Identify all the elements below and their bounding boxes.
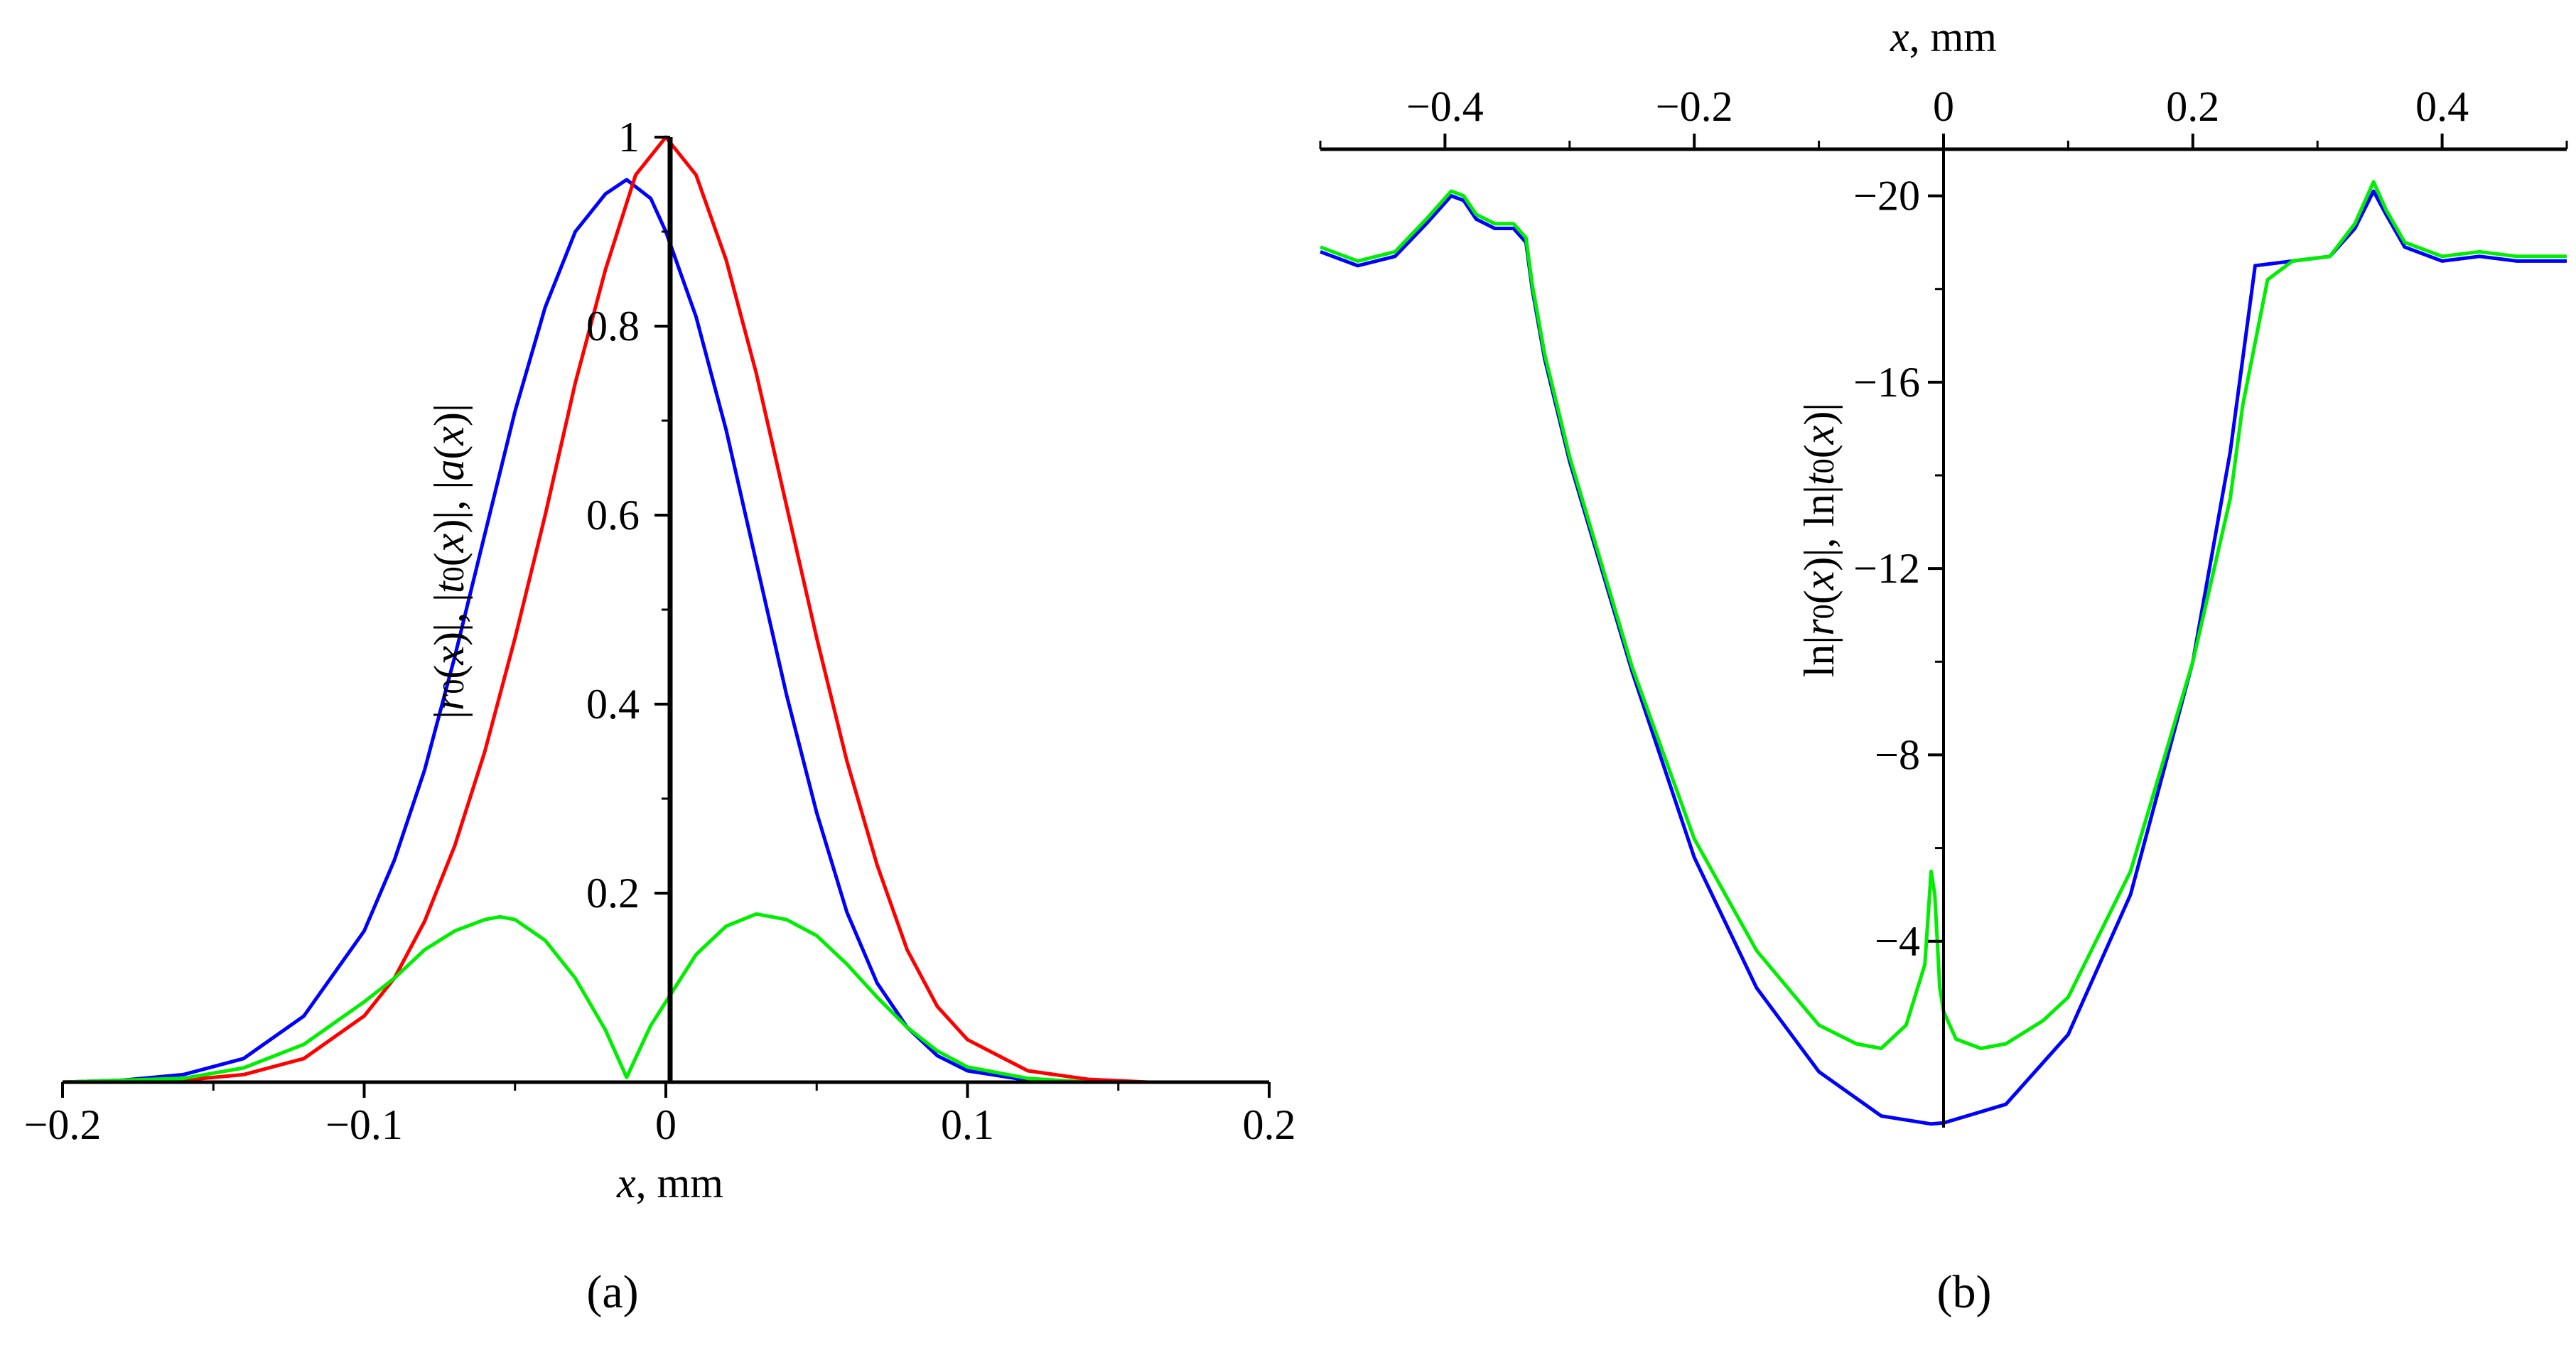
x-tick-label-b: 0 (1933, 83, 1954, 130)
x-tick-label-b: 0.4 (2415, 83, 2469, 130)
y-title-b-part: 0 (1808, 458, 1841, 473)
x-tick-label-a: 0 (655, 1101, 677, 1148)
x-tick-label-b: 0.2 (2166, 83, 2219, 130)
y-title-a-part: 0 (438, 566, 470, 581)
y-axis-title-b: ln|r0(x)|, ln|t0(x)| (1796, 403, 1843, 678)
y-tick-label-b: −16 (1853, 359, 1920, 406)
y-title-b-part: ( (1796, 444, 1843, 458)
y-title-a-part: r (426, 693, 473, 711)
chart-panel-b: −0.4 −0.2 0 0.2 0.4 −4−8−12−16−20 x, mm ln|r… (1319, 14, 2568, 1318)
x-tick-label-a: −0.2 (24, 1101, 102, 1148)
y-title-a-part: ( (426, 665, 473, 679)
y-title-b-part: r (1796, 619, 1843, 636)
y-tick-label-b: −4 (1875, 918, 1920, 965)
y-title-b-part: t (1796, 473, 1843, 485)
y-title-a-part: ( (426, 446, 473, 460)
y-title-a-part: )| (426, 404, 473, 426)
y-tick-label-a: 0.4 (586, 681, 640, 728)
y-tick-label-a: 0.6 (586, 492, 640, 539)
chart-panel-a: −0.2 −0.1 0 0.1 0.2 0.20.40.60.81 x, mm |r0(… (24, 114, 1296, 1318)
y-title-b-part: x (1796, 571, 1843, 590)
x-tick-label-a: 0.2 (1243, 1101, 1296, 1148)
y-title-b-part: ( (1796, 590, 1843, 604)
y-title-a-part: 0 (438, 679, 470, 694)
series-line-b-0 (1320, 189, 2567, 1126)
x-ticks-a: −0.2 −0.1 0 0.1 0.2 (24, 1082, 1296, 1148)
series-line-a-2 (62, 912, 1269, 1084)
x-tick-label-a: 0.1 (941, 1101, 994, 1148)
y-axis-title-a: |r0(x)|, |t0(x)|, |a(x)| (426, 404, 473, 719)
y-tick-label-a: 1 (618, 114, 640, 161)
x-axis-unit-a: , mm (636, 1160, 723, 1206)
y-ticks-b: −4 −8 −12 −16 −20 (1853, 173, 1944, 965)
panel-label-b-text: (b) (1937, 1266, 1992, 1318)
y-title-a-part: )|, | (426, 481, 473, 534)
y-tick-label-b: −20 (1853, 173, 1920, 220)
x-axis-title-b: x, mm (1890, 14, 1997, 60)
panel-label-a-text: (a) (586, 1266, 638, 1318)
series-line-b-1 (1320, 180, 2567, 1050)
y-tick-label-a: 0.2 (586, 870, 640, 917)
series-line-a-0 (62, 178, 1269, 1084)
x-tick-label-b: −0.2 (1656, 83, 1733, 130)
y-title-b-part: )|, ln| (1796, 485, 1843, 571)
y-title-a-part: )|, | (426, 593, 473, 646)
y-title-b-part: x (1796, 425, 1843, 445)
y-tick-label-b: −12 (1853, 545, 1920, 592)
x-axis-title-a: x, mm (616, 1160, 723, 1206)
panel-label-a: (a) (586, 1266, 638, 1318)
y-title-b-part: 0 (1808, 604, 1841, 619)
y-title-a-part: x (426, 646, 473, 666)
series-group-b (1320, 180, 2567, 1126)
y-tick-label-b: −8 (1875, 731, 1920, 778)
y-title-a-part: ( (426, 552, 473, 566)
y-title-a-part: x (426, 426, 473, 446)
y-title-a-part: t (426, 581, 473, 593)
y-title-a-part: a (426, 460, 473, 481)
y-ticks-a: 0.2 0.4 0.6 0.8 1 (586, 114, 670, 917)
x-axis-unit-b: , mm (1909, 14, 1997, 60)
y-title-a-part: | (426, 711, 473, 719)
y-tick-label-a: 0.8 (586, 303, 640, 350)
x-ticks-b: −0.4 −0.2 0 0.2 0.4 (1319, 83, 2568, 149)
y-title-b-part: ln| (1796, 636, 1843, 678)
x-tick-label-b: −0.4 (1406, 83, 1484, 130)
y-title-a-part: x (426, 533, 473, 553)
y-title-b-part: )| (1796, 403, 1843, 426)
panel-label-b: (b) (1937, 1266, 1992, 1318)
x-axis-var-a: x (616, 1160, 636, 1206)
x-axis-var-b: x (1890, 14, 1909, 60)
x-tick-label-a: −0.1 (325, 1101, 403, 1148)
